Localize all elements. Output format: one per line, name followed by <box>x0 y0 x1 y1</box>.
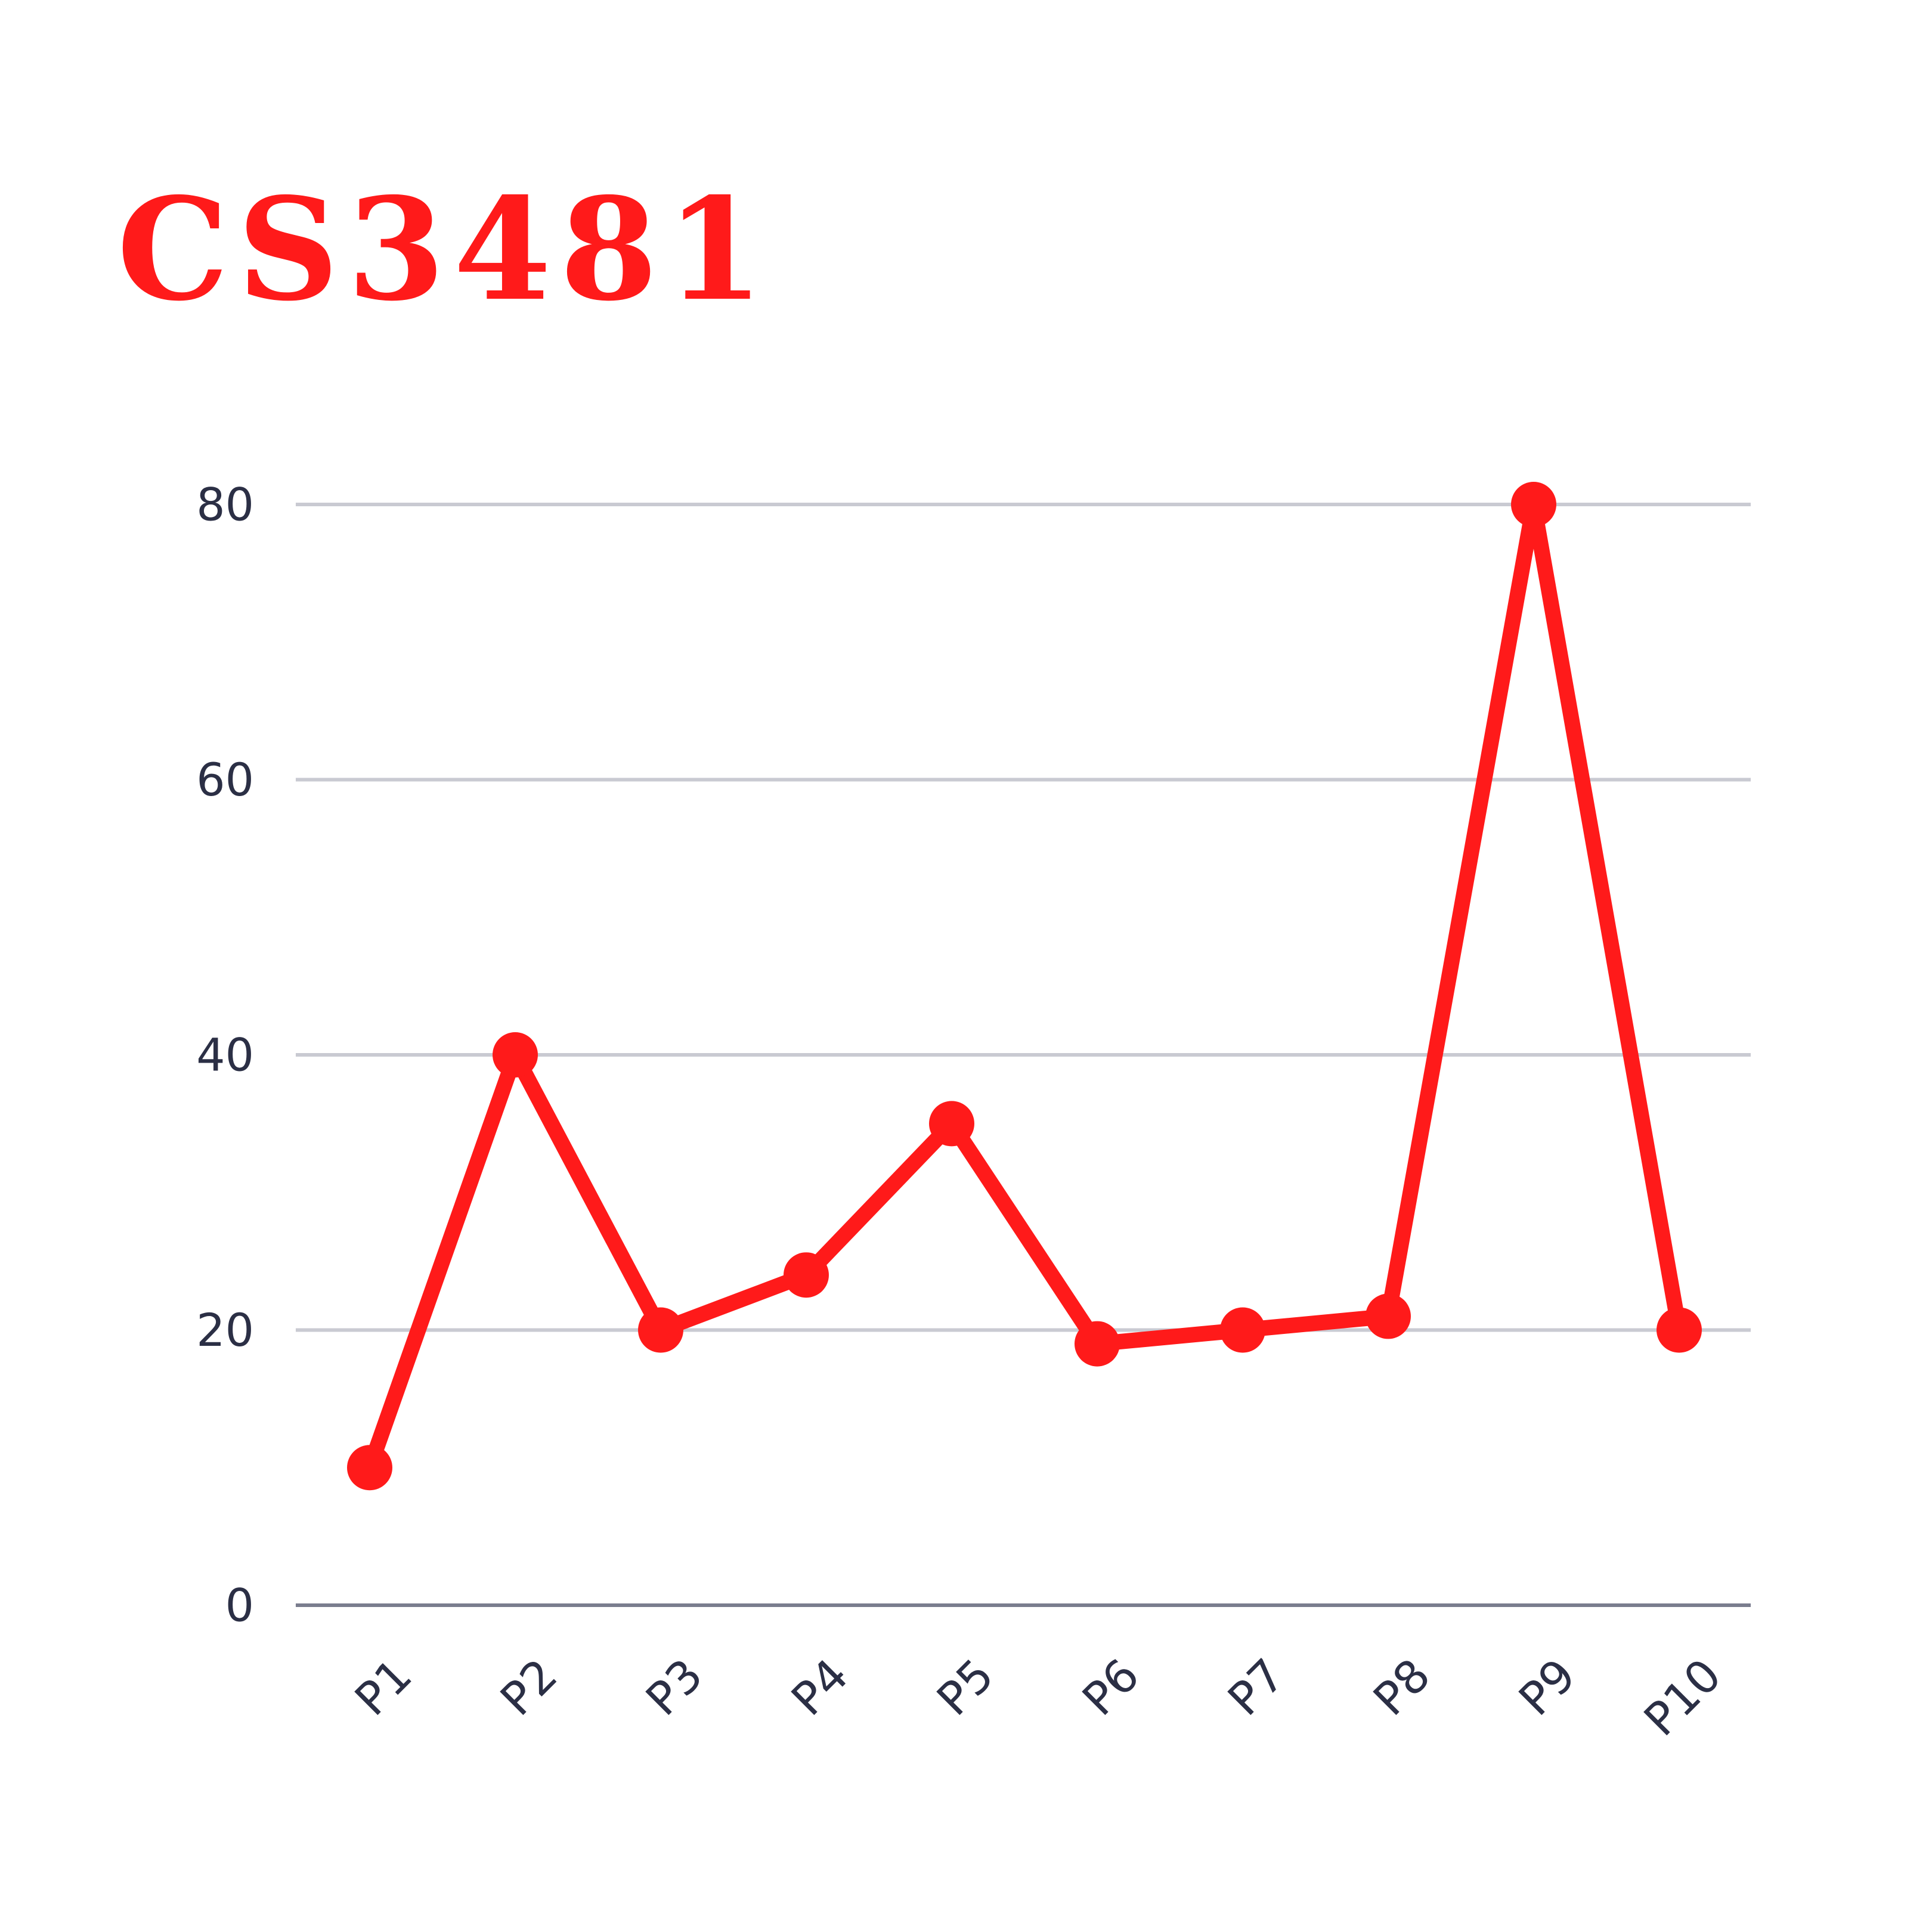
data-point-P5 <box>929 1101 974 1147</box>
y-tick-label: 60 <box>196 753 254 806</box>
x-tick-label: P2 <box>490 1649 568 1726</box>
x-tick-label: P9 <box>1509 1649 1586 1726</box>
data-point-P8 <box>1366 1293 1411 1339</box>
y-axis-ticks: 0 20 40 60 80 <box>196 478 254 1632</box>
y-tick-label: 0 <box>225 1579 254 1632</box>
chart-title: CS3481 <box>117 166 773 332</box>
x-tick-label: P3 <box>636 1649 713 1726</box>
x-axis-ticks: P1 P2 P3 P4 P5 P6 P7 P8 P9 P10 <box>345 1649 1732 1747</box>
x-tick-label: P6 <box>1072 1649 1150 1726</box>
data-point-P9 <box>1511 482 1556 527</box>
x-tick-label: P8 <box>1363 1649 1441 1726</box>
x-tick-label: P5 <box>927 1649 1004 1726</box>
y-tick-label: 20 <box>196 1304 254 1357</box>
data-point-P1 <box>347 1445 392 1491</box>
x-tick-label: P10 <box>1634 1649 1732 1747</box>
x-tick-label: P4 <box>781 1649 859 1726</box>
y-tick-label: 40 <box>196 1029 254 1082</box>
data-point-P6 <box>1075 1321 1120 1367</box>
series <box>347 482 1702 1491</box>
series-line <box>362 503 1687 1476</box>
data-point-P4 <box>784 1252 829 1298</box>
grid-lines <box>296 503 1751 1332</box>
x-tick-label: P1 <box>345 1649 422 1726</box>
data-point-P2 <box>493 1032 538 1078</box>
data-point-P10 <box>1657 1307 1702 1353</box>
y-tick-label: 80 <box>196 478 254 531</box>
x-tick-label: P7 <box>1218 1649 1295 1726</box>
data-point-P3 <box>638 1307 683 1353</box>
data-point-P7 <box>1220 1307 1265 1353</box>
